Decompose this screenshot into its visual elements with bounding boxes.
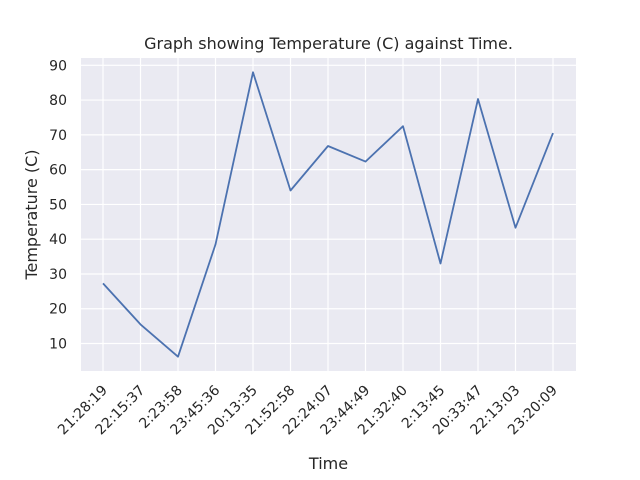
chart-title: Graph showing Temperature (C) against Ti… — [144, 34, 513, 53]
y-tick-label: 80 — [49, 93, 67, 109]
y-tick-label: 10 — [49, 337, 67, 353]
x-axis-title: Time — [308, 454, 348, 473]
y-tick-label: 90 — [49, 58, 67, 74]
series-layer — [102, 71, 554, 358]
series-line — [102, 71, 554, 358]
y-tick-label: 70 — [49, 128, 67, 144]
y-tick-label: 40 — [49, 232, 67, 248]
y-tick-label: 30 — [49, 267, 67, 283]
x-tick-labels: 21:28:1922:15:372:23:5823:45:3620:13:352… — [55, 382, 561, 438]
y-axis-title: Temperature (C) — [22, 149, 41, 280]
y-tick-label: 60 — [49, 163, 67, 179]
y-tick-label: 20 — [49, 302, 67, 318]
y-tick-labels: 10 20 30 40 50 60 70 80 90 — [49, 58, 67, 352]
grid-lines — [81, 58, 576, 371]
y-tick-label: 50 — [49, 197, 67, 213]
